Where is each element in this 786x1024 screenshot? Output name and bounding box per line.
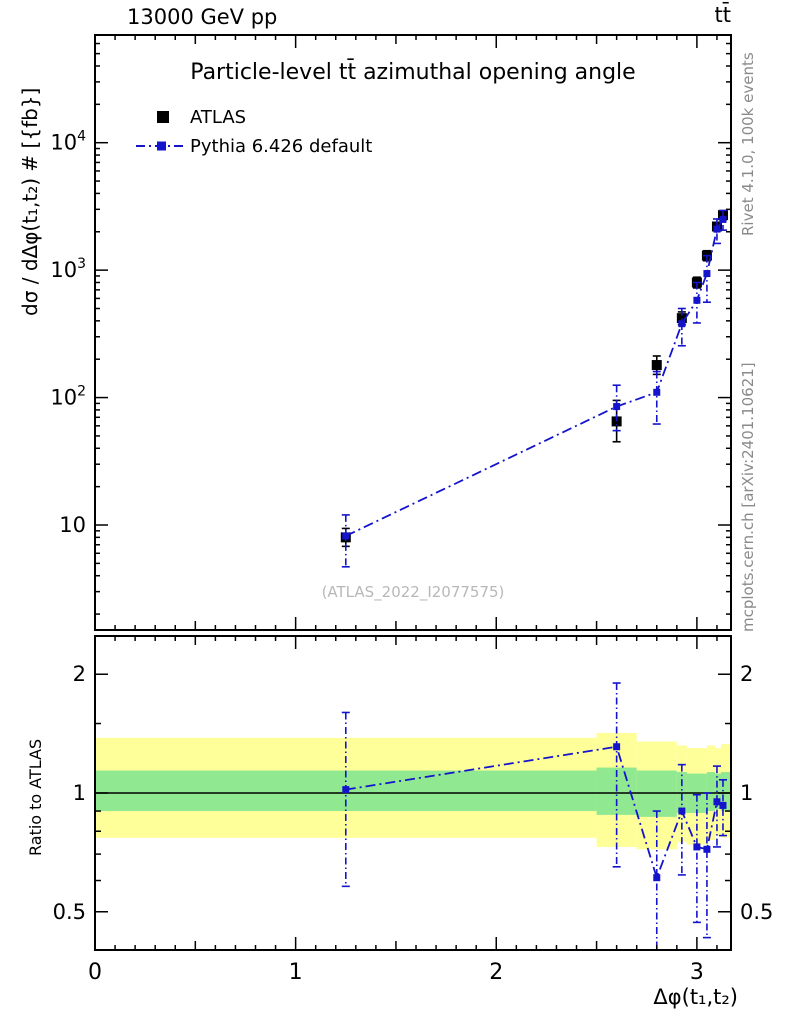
svg-text:1: 1 [73,781,86,805]
svg-text:1: 1 [740,781,753,805]
legend-label-atlas: ATLAS [190,107,246,128]
svg-text:2: 2 [740,662,753,686]
ratio-series-pythia [341,682,727,950]
ratio-uncertainty-bands [95,732,731,850]
svg-text:102: 102 [50,384,86,410]
svg-text:104: 104 [50,129,86,155]
svg-text:0: 0 [88,960,102,985]
rivet-version-label: Rivet 4.1.0, 100k events [739,52,757,236]
y-axis-label: dσ / dΔφ(t₁,t₂) # [{fb}] [18,87,42,316]
svg-text:10: 10 [59,513,86,537]
svg-text:2: 2 [73,662,86,686]
svg-text:0.5: 0.5 [740,900,773,924]
svg-text:3: 3 [690,960,704,985]
plot-title: Particle-level tt̄ azimuthal opening ang… [190,60,636,85]
axes-frames-and-ticks: 0 1 2 3 10 102 103 104 0.5 0.5 1 1 2 2 [50,34,773,985]
legend-label-pythia: Pythia 6.426 default [190,136,372,157]
legend: ATLAS Pythia 6.426 default [136,107,372,157]
atlas-legend-marker [157,111,169,123]
svg-text:1: 1 [289,960,303,985]
ratio-axis-label: Ratio to ATLAS [26,738,45,856]
svg-text:103: 103 [50,256,86,282]
main-series [340,209,728,568]
svg-text:0.5: 0.5 [53,900,86,924]
mcplots-credit-label: mcplots.cern.ch [arXiv:2401.10621] [739,362,757,632]
x-axis-label: Δφ(t₁,t₂) [653,985,738,1009]
analysis-watermark: (ATLAS_2022_I2077575) [321,583,505,601]
beam-energy-label: 13000 GeV pp [127,5,278,29]
svg-text:2: 2 [489,960,503,985]
process-label: tt̄ [714,3,731,27]
